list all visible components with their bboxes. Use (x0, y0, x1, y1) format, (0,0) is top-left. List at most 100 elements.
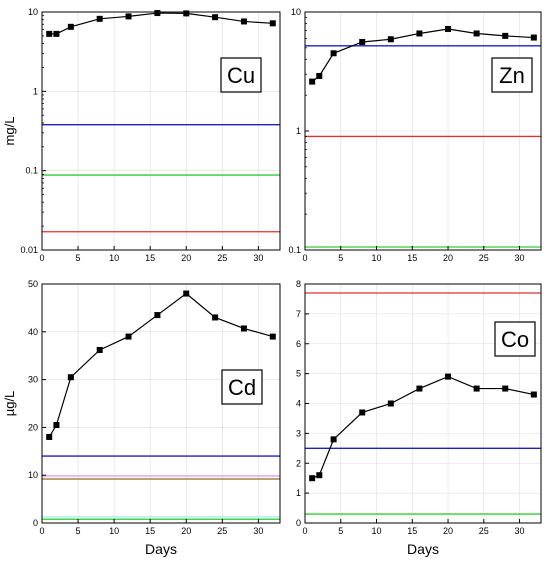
x-tick-label: 10 (109, 253, 119, 263)
data-point (359, 409, 366, 416)
x-axis-label: Days (407, 541, 439, 557)
data-point (387, 36, 394, 43)
y-tick-label: 5 (296, 369, 301, 379)
panel-zn: 0 5 10 15 20 25 30 0.1 1 10 Zn (288, 7, 542, 263)
y-tick-label: 1 (296, 126, 301, 136)
y-tick-label: 10 (28, 7, 38, 17)
data-point (240, 18, 247, 25)
panel-cu: 0 5 10 15 20 25 30 0.01 0.1 1 10 Cu mg/L (2, 7, 281, 263)
y-tick-label: 10 (291, 7, 301, 17)
data-point (240, 325, 247, 332)
x-tick-label: 15 (407, 253, 417, 263)
data-point (309, 78, 316, 85)
data-point (269, 20, 276, 27)
y-tick-label: 0.1 (25, 166, 38, 176)
y-tick-label: 50 (28, 279, 38, 289)
data-point (502, 32, 509, 39)
x-tick-label: 30 (515, 253, 525, 263)
data-point (309, 475, 316, 482)
x-tick-label: 5 (76, 253, 81, 263)
x-tick-label: 30 (253, 253, 263, 263)
data-point (154, 312, 161, 319)
x-tick-label: 25 (479, 253, 489, 263)
y-tick-label: 40 (28, 327, 38, 337)
x-tick-label: 10 (109, 526, 119, 536)
x-tick-label: 5 (338, 253, 343, 263)
data-point (445, 373, 452, 380)
x-tick-label: 0 (39, 253, 44, 263)
x-tick-label: 20 (181, 526, 191, 536)
y-tick-label: 8 (296, 279, 301, 289)
x-tick-label: 15 (145, 526, 155, 536)
data-point (125, 13, 132, 20)
data-point (330, 436, 337, 443)
element-label: Co (501, 327, 529, 352)
data-point (53, 30, 60, 37)
data-point (96, 346, 103, 353)
x-tick-label: 10 (372, 253, 382, 263)
data-point (416, 30, 423, 37)
plot-frame (41, 283, 281, 524)
x-tick-label: 25 (479, 526, 489, 536)
data-point (183, 10, 190, 17)
x-tick-label: 0 (302, 253, 307, 263)
data-point (316, 72, 323, 79)
x-tick-label: 30 (253, 526, 263, 536)
data-point (473, 385, 480, 392)
element-label: Zn (499, 63, 525, 88)
series-line (311, 28, 534, 83)
data-point (316, 472, 323, 479)
data-point (445, 25, 452, 32)
data-point (473, 30, 480, 37)
y-tick-label: 0.1 (288, 245, 301, 255)
x-tick-label: 20 (181, 253, 191, 263)
series-line (49, 12, 273, 35)
data-point (212, 314, 219, 321)
x-tick-label: 5 (76, 526, 81, 536)
data-point (154, 10, 161, 17)
data-point (67, 23, 74, 30)
plot-frame (41, 11, 281, 251)
y-axis-label: µg/L (2, 391, 17, 417)
element-label-box (494, 321, 536, 357)
panel-co: 0 5 10 15 20 25 30 0 1 2 3 4 5 6 7 8 Co Days (296, 279, 542, 557)
x-tick-label: 10 (372, 526, 382, 536)
data-point (502, 385, 509, 392)
element-label: Cd (228, 375, 256, 400)
x-tick-label: 25 (217, 253, 227, 263)
data-point (330, 50, 337, 57)
y-tick-label: 0 (296, 518, 301, 528)
data-point (46, 433, 53, 440)
x-tick-label: 0 (302, 526, 307, 536)
y-axis-label: mg/L (2, 117, 17, 146)
data-point (125, 333, 132, 340)
data-point (387, 400, 394, 407)
data-point (183, 290, 190, 297)
series-line (311, 375, 534, 479)
y-tick-label: 30 (28, 375, 38, 385)
x-tick-label: 0 (39, 526, 44, 536)
x-tick-label: 30 (515, 526, 525, 536)
data-point (416, 385, 423, 392)
y-tick-label: 20 (28, 422, 38, 432)
element-label: Cu (227, 63, 255, 88)
data-point (530, 34, 537, 41)
data-point (269, 333, 276, 340)
x-tick-label: 15 (145, 253, 155, 263)
data-point (359, 38, 366, 45)
data-point (212, 14, 219, 21)
data-point (46, 30, 53, 37)
y-tick-label: 1 (33, 86, 38, 96)
element-label-box (491, 57, 533, 93)
x-tick-label: 25 (217, 526, 227, 536)
element-label-box (220, 57, 262, 93)
y-tick-label: 1 (296, 488, 301, 498)
data-point (67, 374, 74, 381)
panel-cd: 0 5 10 15 20 25 30 0 10 20 30 40 50 Cd µg/L Days (2, 279, 281, 557)
x-axis-label: Days (145, 541, 177, 557)
data-point (96, 15, 103, 22)
y-tick-label: 6 (296, 339, 301, 349)
element-label-box (221, 369, 263, 405)
y-tick-label: 3 (296, 428, 301, 438)
